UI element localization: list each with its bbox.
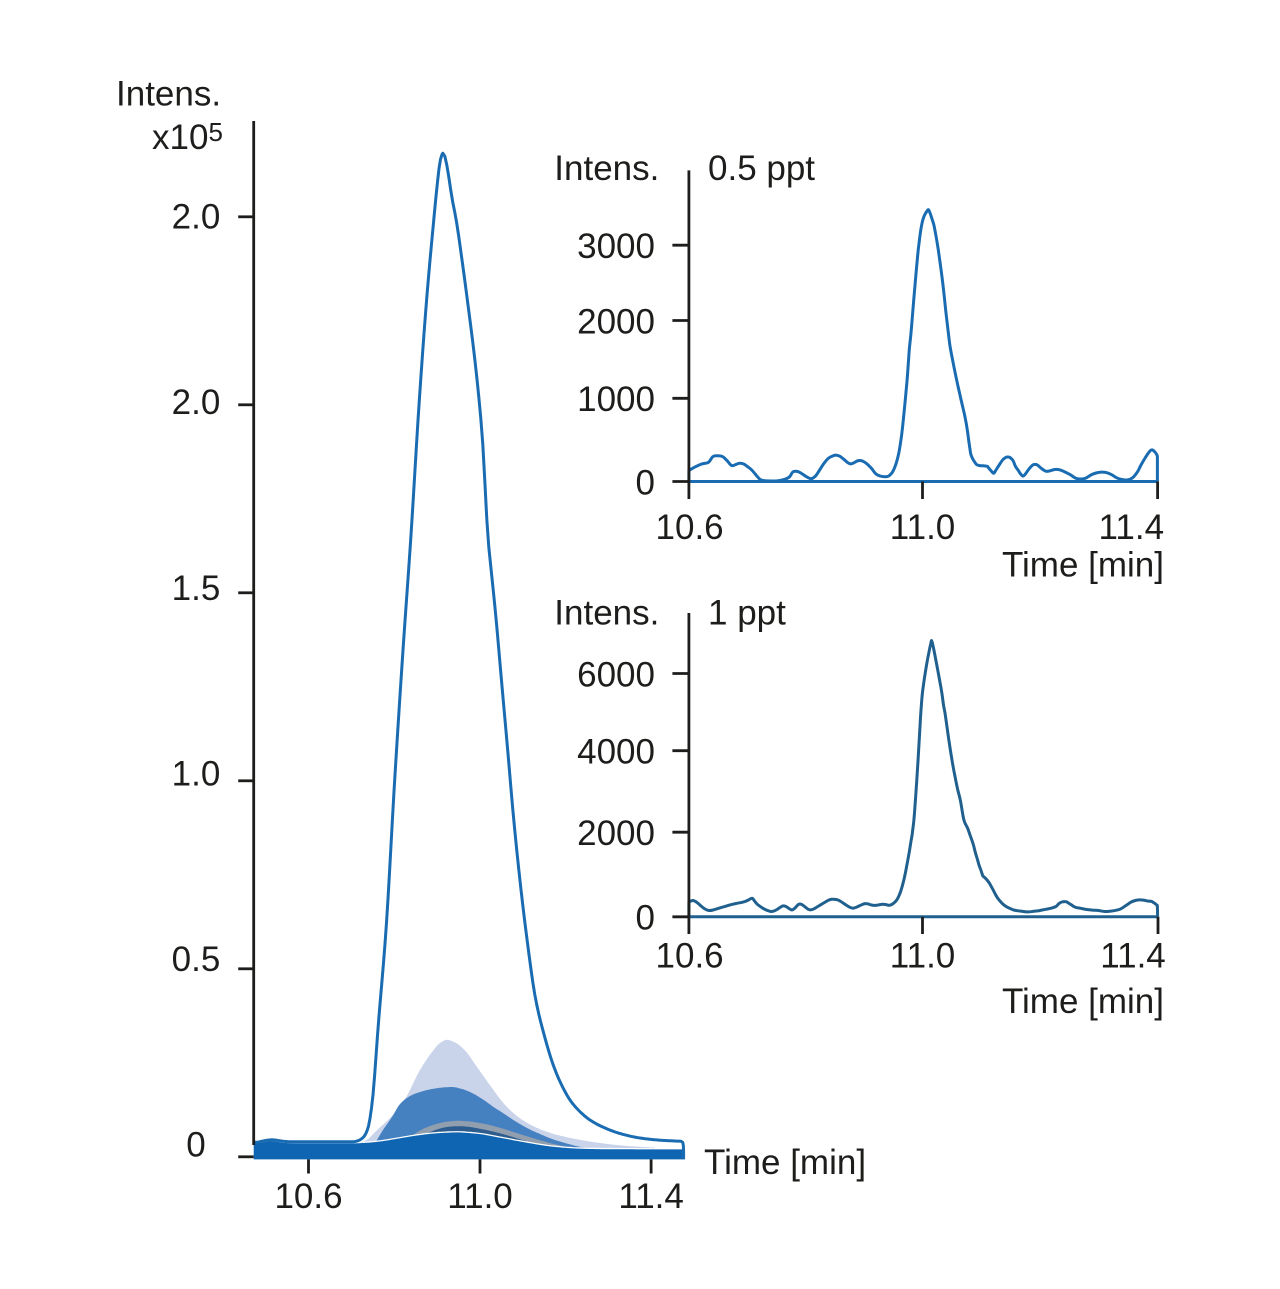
svg-text:Intens.: Intens.	[554, 149, 659, 188]
svg-text:10.6: 10.6	[274, 1177, 342, 1216]
svg-text:3000: 3000	[577, 227, 655, 266]
svg-text:2000: 2000	[577, 302, 655, 341]
svg-text:0: 0	[636, 899, 655, 938]
svg-text:0: 0	[186, 1126, 205, 1165]
svg-text:Intens.: Intens.	[116, 75, 221, 114]
svg-text:Intens.: Intens.	[554, 594, 659, 633]
svg-text:1 ppt: 1 ppt	[708, 594, 786, 633]
svg-text:2.0: 2.0	[172, 383, 221, 422]
svg-text:0.5 ppt: 0.5 ppt	[708, 149, 815, 188]
svg-text:6000: 6000	[577, 655, 655, 694]
svg-text:11.0: 11.0	[890, 937, 956, 976]
svg-text:4000: 4000	[577, 733, 655, 772]
svg-text:11.4: 11.4	[618, 1177, 684, 1216]
svg-text:Time [min]: Time [min]	[704, 1143, 866, 1182]
svg-text:11.0: 11.0	[447, 1177, 513, 1216]
svg-text:2.0: 2.0	[172, 198, 221, 237]
svg-text:Time [min]: Time [min]	[1002, 546, 1164, 585]
svg-text:11.4: 11.4	[1099, 508, 1165, 547]
svg-text:10.6: 10.6	[656, 937, 724, 976]
svg-text:Time [min]: Time [min]	[1002, 982, 1164, 1021]
svg-text:1000: 1000	[577, 380, 655, 419]
svg-text:0: 0	[636, 463, 655, 502]
svg-text:11.0: 11.0	[890, 508, 956, 547]
svg-text:1.5: 1.5	[172, 569, 221, 608]
svg-text:10.6: 10.6	[656, 508, 724, 547]
svg-text:2000: 2000	[577, 814, 655, 853]
svg-text:1.0: 1.0	[172, 754, 221, 793]
svg-text:0.5: 0.5	[172, 940, 221, 979]
svg-text:11.4: 11.4	[1100, 937, 1166, 976]
